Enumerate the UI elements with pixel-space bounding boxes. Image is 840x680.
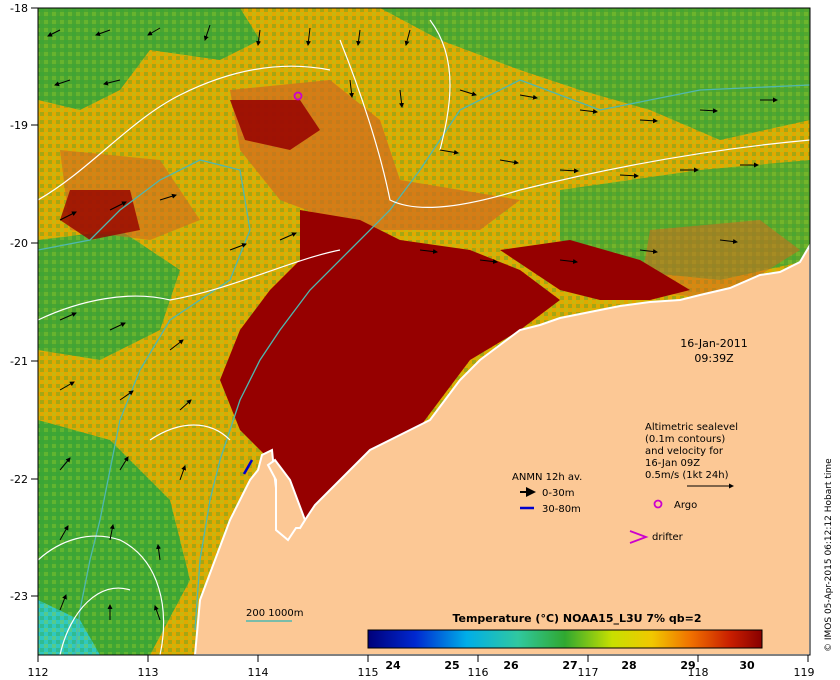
sealevel-note-line: 16-Jan 09Z <box>645 458 700 469</box>
hot-west-blob <box>60 190 140 240</box>
isobath-1000m <box>38 159 251 655</box>
colorbar-tick: 26 <box>503 659 519 672</box>
credit-label: © IMOS 05-Apr-2015 06:12:12 Hobart time <box>824 458 834 652</box>
isobath-legend-label: 200 1000m <box>246 608 303 619</box>
colorbar-title: Temperature (°C) NOAA15_L3U 7% qb=2 <box>452 612 701 625</box>
hot-north-blob <box>230 100 320 150</box>
date-label: 16-Jan-2011 <box>680 337 748 350</box>
hot-core <box>220 210 560 530</box>
lon-tick-labels: 112 113 114 115 116 117 118 119 <box>28 666 815 679</box>
sealevel-note: Altimetric sealevel (0.1m contours) and … <box>645 422 738 489</box>
drifter-legend-marker <box>629 530 649 544</box>
lon-tick: 118 <box>688 666 709 679</box>
anmn-deep-label: 30-80m <box>542 504 581 515</box>
colorbar: Temperature (°C) NOAA15_L3U 7% qb=2 24 2… <box>367 612 763 672</box>
lon-tick: 113 <box>138 666 159 679</box>
lat-tick: -22 <box>10 473 28 486</box>
sealevel-note-line: (0.1m contours) <box>645 434 725 445</box>
lon-tick: 115 <box>358 666 379 679</box>
lat-tick: -19 <box>10 119 28 132</box>
lat-tick: -21 <box>10 355 28 368</box>
lat-tick-labels: -18 -19 -20 -21 -22 -23 <box>10 2 28 603</box>
anmn-legend: ANMN 12h av. 0-30m 30-80m <box>512 472 582 515</box>
lon-tick: 116 <box>468 666 489 679</box>
hot-east-blob <box>500 240 690 300</box>
time-label: 09:39Z <box>694 352 734 365</box>
argo-legend-label: Argo <box>674 500 697 511</box>
argo-float-marker <box>293 91 303 101</box>
velocity-arrows <box>47 24 778 621</box>
sst-field <box>38 8 810 655</box>
sealevel-note-line: and velocity for <box>645 446 724 457</box>
axis-ticks <box>31 7 809 662</box>
anmn-shallow-label: 0-30m <box>542 488 574 499</box>
warm-band-east <box>640 220 800 300</box>
lat-tick: -18 <box>10 2 28 15</box>
colorbar-tick: 25 <box>444 659 459 672</box>
lon-tick: 114 <box>248 666 269 679</box>
sealevel-contours <box>38 19 810 655</box>
colorbar-tick: 24 <box>385 659 401 672</box>
land-cape-tip <box>266 458 307 542</box>
land-mainland <box>193 243 810 655</box>
argo-legend-marker <box>653 499 663 509</box>
anmn-mooring-arrow <box>242 459 254 475</box>
plot-frame <box>37 7 811 656</box>
drifter-legend-label: drifter <box>652 532 684 543</box>
colorbar-tick: 28 <box>621 659 636 672</box>
colorbar-tick: 30 <box>739 659 755 672</box>
colorbar-tick: 29 <box>680 659 695 672</box>
lon-tick: 117 <box>578 666 599 679</box>
sealevel-note-line: Altimetric sealevel <box>645 422 738 433</box>
velocity-scale-label: 0.5m/s (1kt 24h) <box>645 470 729 481</box>
isobath-200m <box>194 79 810 631</box>
colorbar-ramp <box>367 629 763 649</box>
lat-tick: -20 <box>10 237 28 250</box>
anmn-legend-title: ANMN 12h av. <box>512 472 582 483</box>
colorbar-tick: 27 <box>562 659 577 672</box>
lon-tick: 119 <box>794 666 815 679</box>
lon-tick: 112 <box>28 666 49 679</box>
lat-tick: -23 <box>10 590 28 603</box>
